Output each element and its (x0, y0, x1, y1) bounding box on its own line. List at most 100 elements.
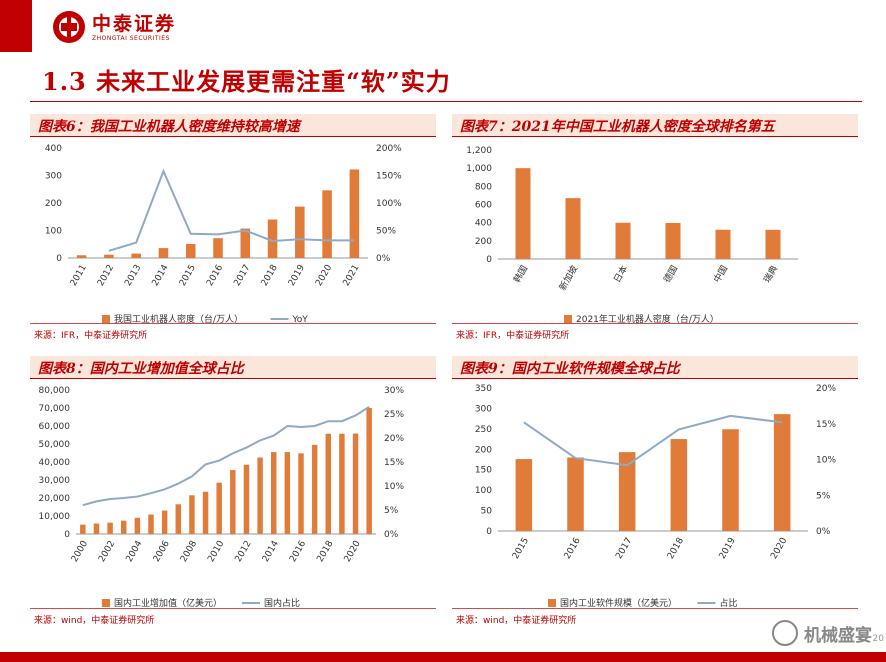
y2-tick-label: 0% (816, 527, 831, 537)
bar (189, 495, 195, 534)
x-tick-label: 2017 (232, 263, 252, 288)
bar (148, 514, 154, 534)
bar (284, 452, 291, 534)
bar (715, 229, 731, 259)
x-tick-label: 2015 (178, 263, 198, 288)
legend-swatch-bar (564, 315, 572, 323)
title-divider (30, 101, 862, 102)
chart8-svg: 0 10,000 20,000 30,000 40,000 50,000 60,000 70,… (39, 386, 405, 609)
bar (722, 429, 739, 531)
y-tick-label: 800 (475, 182, 492, 192)
y-tick-label: 350 (475, 384, 492, 394)
x-tick-label: 2020 (314, 263, 334, 288)
bar (565, 198, 581, 259)
chart7-heading-bar: 图表7：2021年中国工业机器人密度全球排名第五 (452, 114, 858, 137)
series-line (82, 405, 370, 507)
x-tick-label: 2016 (563, 536, 583, 561)
bar (765, 229, 781, 259)
bar (515, 168, 531, 259)
brand-accent-bar (0, 0, 32, 52)
legend-label: 2021年工业机器人密度（台/万人） (576, 313, 719, 325)
bar (267, 219, 278, 258)
y2-tick-label: 20% (384, 434, 404, 444)
chart6-heading-bar: 图表6：我国工业机器人密度维持较高增速 (30, 114, 436, 137)
bar (615, 222, 631, 259)
chart9-source-rule (452, 608, 858, 609)
x-tick-label: 德国 (661, 263, 680, 285)
y-tick-label: 200 (475, 445, 492, 455)
bar (104, 254, 114, 258)
watermark: 机械盛宴 (772, 620, 872, 646)
x-tick-label: 2014 (151, 263, 171, 288)
y2-tick-label: 100% (376, 199, 402, 209)
logo-en-text: ZHONGTAI SECURITIES (92, 34, 170, 42)
y-tick-label: 60,000 (39, 422, 71, 432)
x-tick-label: 2019 (287, 263, 307, 288)
chart8-source-rule (30, 608, 436, 609)
chart6-source-rule (30, 323, 436, 324)
watermark-text: 机械盛宴 (804, 625, 872, 646)
y2-tick-label: 25% (384, 410, 404, 420)
bar (773, 414, 791, 531)
x-tick-label: 2013 (123, 263, 143, 288)
y2-tick-label: 150% (376, 172, 402, 182)
bar (515, 459, 533, 531)
y-tick-label: 0 (486, 527, 492, 537)
chart7-panel: 图表7：2021年中国工业机器人密度全球排名第五 0 200 400 600 800 1,… (452, 114, 858, 340)
x-tick-label: 2020 (343, 539, 363, 564)
y2-tick-label: 5% (384, 506, 399, 516)
x-tick-label: 2010 (206, 539, 226, 564)
y2-tick-label: 0% (376, 254, 391, 264)
bar (80, 524, 86, 534)
y2-tick-label: 10% (384, 482, 404, 492)
x-tick-label: 2014 (261, 539, 281, 564)
x-tick-label: 2021 (342, 263, 362, 288)
logo-cn-text: 中泰证券 (92, 12, 177, 35)
chart6-source: 来源：IFR，中泰证券研究所 (34, 331, 148, 341)
chart9-panel: 图表9：国内工业软件规模全球占比 0 50 100 150 200 250 300 350 0%… (452, 356, 858, 609)
x-tick-label: 韩国 (511, 263, 530, 285)
chart6-panel: 图表6：我国工业机器人密度维持较高增速 0 100 200 300 400 0% 50% 10… (30, 114, 436, 340)
y-tick-label: 0 (486, 255, 492, 265)
x-tick-label: 2017 (614, 536, 634, 561)
y-tick-label: 400 (475, 219, 492, 229)
chart8-heading-bar: 图表8：国内工业增加值全球占比 (30, 356, 436, 379)
x-tick-label: 2020 (769, 536, 789, 561)
series-line (523, 414, 783, 467)
legend-label: YoY (292, 315, 309, 325)
legend-label: 国内工业增加值（亿美元） (114, 597, 222, 609)
chart9-svg: 0 50 100 150 200 250 300 350 0% 5% 10% 15% 20% 2015 20… (475, 384, 837, 609)
y-tick-label: 300 (475, 404, 492, 414)
x-tick-label: 2018 (315, 539, 335, 564)
y-tick-label: 400 (45, 144, 62, 154)
y2-tick-label: 30% (384, 386, 404, 396)
y-tick-label: 1,200 (466, 146, 492, 156)
legend-label: 我国工业机器人密度（台/万人） (114, 313, 243, 325)
bar (76, 255, 87, 258)
bar (339, 433, 345, 534)
x-tick-label: 2012 (234, 539, 254, 564)
chart9-heading-bar: 图表9：国内工业软件规模全球占比 (452, 356, 858, 379)
y-tick-label: 80,000 (39, 386, 71, 396)
bar (175, 504, 181, 534)
x-tick-label: 2018 (666, 536, 686, 561)
x-tick-label: 2019 (718, 536, 738, 561)
x-tick-label: 日本 (611, 263, 630, 285)
page-title: 1.3 未来工业发展更需注重“软”实力 (42, 67, 451, 96)
x-tick-label: 2000 (70, 539, 90, 564)
y2-tick-label: 5% (816, 491, 831, 501)
y-tick-label: 150 (475, 466, 492, 476)
x-tick-label: 2006 (152, 539, 172, 564)
y2-tick-label: 15% (384, 458, 404, 468)
bar (325, 433, 331, 534)
bar (131, 253, 141, 258)
page-number: 20 (872, 634, 884, 644)
y-tick-label: 200 (475, 237, 492, 247)
chart7-source: 来源：IFR，中泰证券研究所 (456, 331, 570, 341)
bar (185, 243, 196, 258)
bar (352, 433, 359, 534)
legend-swatch-bar (102, 315, 110, 323)
bar (257, 457, 263, 534)
x-tick-label: 中国 (711, 263, 730, 285)
bar (567, 457, 584, 531)
